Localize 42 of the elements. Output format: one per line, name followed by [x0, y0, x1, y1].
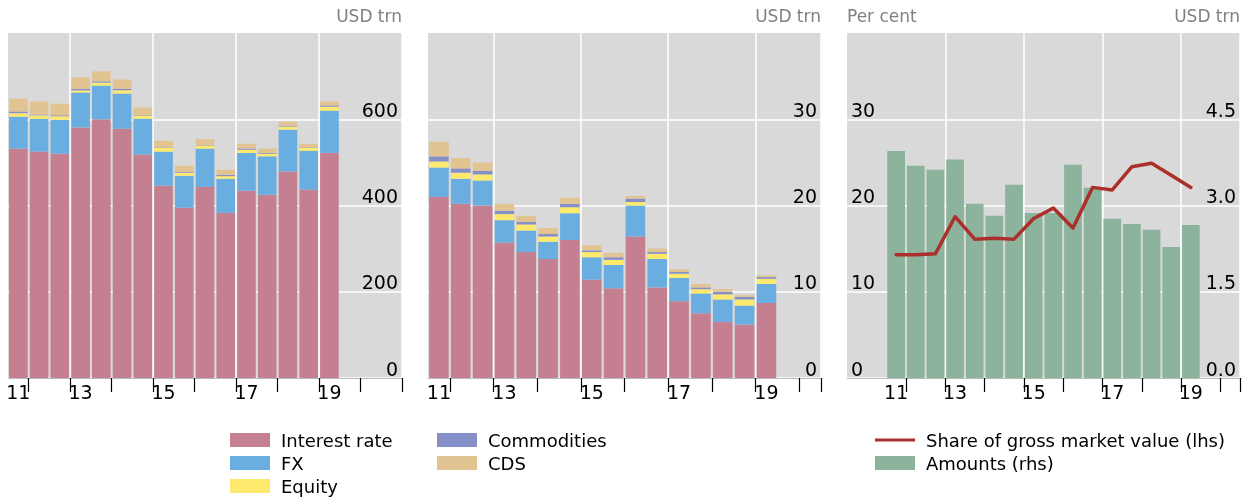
x-tick-label: 13	[492, 380, 517, 403]
x-tick-label: 17	[1100, 380, 1125, 403]
y2-tick-label: 10	[792, 271, 817, 294]
x-tick-label: 11	[6, 380, 31, 403]
y-axis-title: Per cent	[847, 5, 918, 26]
x-tick-label: 17	[234, 380, 259, 403]
y-tick-label: 0	[851, 357, 864, 380]
y2-tick-label: 0.0	[1205, 357, 1236, 380]
y2-axis-title: USD trn	[1174, 5, 1240, 26]
y2-tick-label: 4.5	[1205, 98, 1236, 121]
y2-tick-label: 3.0	[1205, 185, 1236, 207]
x-tick-label: 19	[754, 380, 779, 403]
x-tick-label: 19	[317, 380, 342, 403]
x-tick-label: 19	[1178, 380, 1203, 403]
y2-tick-label: 0	[385, 357, 398, 380]
legend-label: CDS	[488, 452, 526, 474]
y2-tick-label: 0	[804, 357, 817, 380]
legend-label: Equity	[281, 475, 339, 497]
x-tick-label: 15	[1021, 380, 1046, 403]
legend-label: FX	[281, 452, 304, 474]
x-tick-label: 17	[666, 380, 692, 403]
x-tick-label: 11	[426, 380, 452, 403]
y2-tick-label: 400	[361, 185, 398, 207]
legend-label: Interest rate	[281, 429, 393, 451]
y-tick-label: 10	[851, 271, 876, 294]
x-tick-label: 13	[942, 380, 968, 403]
x-tick-label: 13	[68, 380, 93, 403]
legend-label: Amounts (rhs)	[926, 452, 1054, 474]
y2-tick-label: 200	[361, 271, 398, 294]
y2-tick-label: 1.5	[1205, 271, 1236, 294]
x-tick-label: 15	[579, 380, 604, 403]
y2-tick-label: 30	[792, 98, 817, 121]
y-tick-label: 30	[851, 98, 876, 121]
x-tick-label: 15	[151, 380, 176, 403]
y-tick-label: 20	[851, 185, 876, 207]
y2-tick-label: 600	[361, 98, 398, 121]
legend-label: Commodities	[488, 429, 607, 451]
y2-axis-title: USD trn	[755, 5, 821, 26]
legend-label: Share of gross market value (lhs)	[926, 429, 1225, 451]
y2-axis-title: USD trn	[336, 5, 402, 26]
y2-tick-label: 20	[792, 185, 817, 207]
x-tick-label: 11	[884, 380, 909, 403]
